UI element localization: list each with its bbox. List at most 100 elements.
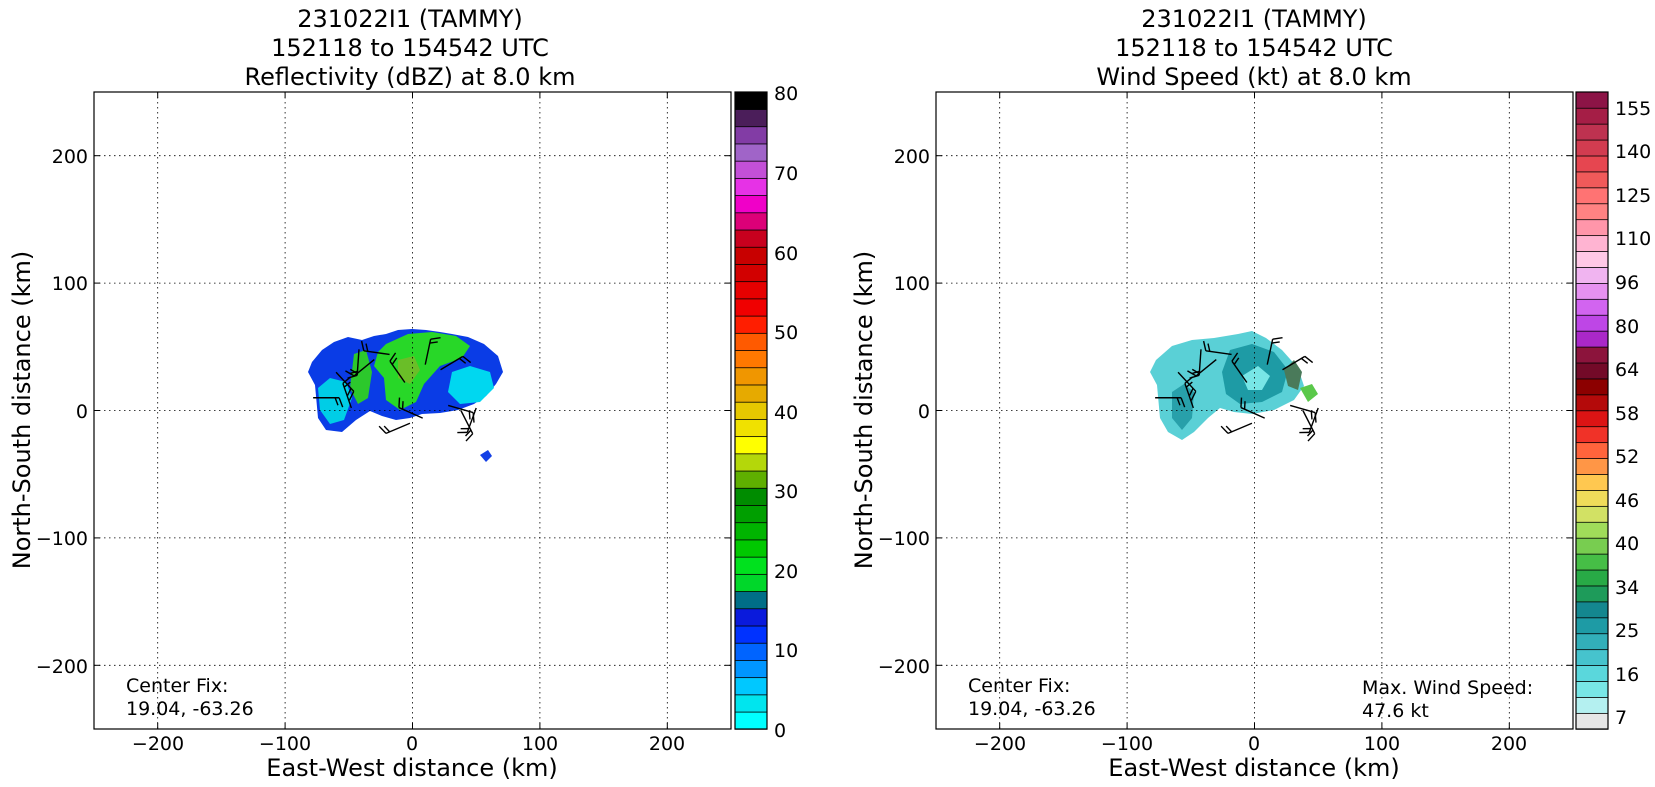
y-tick-label: −100 xyxy=(878,528,930,550)
wind-barb-flag xyxy=(365,343,369,352)
colorbar-frame xyxy=(734,91,768,730)
wind-barb-flag xyxy=(458,357,467,364)
panel-title-line-1: 231022I1 (TAMMY) xyxy=(297,5,523,33)
colorbar-segment xyxy=(734,573,768,592)
colorbar-tick-label: 25 xyxy=(1615,620,1639,642)
wind-barb-flag xyxy=(1271,341,1280,344)
echo-region-weak xyxy=(448,366,494,404)
grid xyxy=(94,92,731,729)
field-group xyxy=(1150,331,1318,440)
colorbar-segment xyxy=(734,590,768,610)
wind-barb-flag xyxy=(1233,357,1240,365)
colorbar-segment xyxy=(1575,155,1609,173)
colorbar-segment xyxy=(734,556,768,575)
panel-title-line-3: Reflectivity (dBZ) at 8.0 km xyxy=(245,63,576,91)
x-tick-label: 200 xyxy=(649,733,685,755)
colorbar-segment xyxy=(1575,314,1609,332)
x-tick-label: −200 xyxy=(132,733,184,755)
y-tick-label: −100 xyxy=(36,528,88,550)
wind-barb-shaft xyxy=(1231,360,1248,383)
colorbar-segment xyxy=(1575,203,1609,221)
wind-barb-flag xyxy=(360,340,365,351)
colorbar-segment xyxy=(734,349,768,369)
axis-ticks xyxy=(94,92,731,729)
colorbar-segment xyxy=(1575,569,1609,587)
field-group xyxy=(308,329,503,462)
colorbar-segment xyxy=(1575,648,1609,667)
colorbar-tick-label: 96 xyxy=(1615,272,1639,294)
x-tick-label: 0 xyxy=(406,733,418,755)
colorbar-segment xyxy=(1575,601,1609,619)
x-tick-label: 200 xyxy=(1491,733,1527,755)
colorbar-segment xyxy=(734,91,768,110)
max-wind-label: Max. Wind Speed: xyxy=(1362,677,1533,699)
colorbar-segment xyxy=(734,108,768,128)
colorbar-segment xyxy=(734,263,768,283)
y-tick-label: 100 xyxy=(52,273,88,295)
colorbar-segment xyxy=(734,401,768,420)
wind-barb-flag xyxy=(1191,370,1200,375)
colorbar-segment xyxy=(734,246,768,265)
colorbar-tick-label: 125 xyxy=(1615,185,1651,207)
wind-barb-flag xyxy=(1307,433,1316,442)
colorbar-segment xyxy=(1575,441,1609,459)
wind-barb-shaft xyxy=(1205,350,1232,356)
colorbar-tick-label: 46 xyxy=(1615,490,1639,512)
reflectivity-panel: 231022I1 (TAMMY) 152118 to 154542 UTC Re… xyxy=(8,5,798,782)
colorbar-frame xyxy=(1575,91,1609,730)
colorbar-segment xyxy=(1575,712,1609,730)
colorbar-tick-labels: 80 70 60 50 40 30 20 10 0 xyxy=(774,83,798,742)
colorbar-tick-label: 60 xyxy=(774,243,798,265)
wind-barb-flag xyxy=(1191,368,1200,374)
colorbar-segment xyxy=(734,332,768,351)
panel-title-line-3: Wind Speed (kt) at 8.0 km xyxy=(1096,63,1411,91)
colorbar-tick-label: 20 xyxy=(774,561,798,583)
x-axis-label: East-West distance (km) xyxy=(266,754,557,782)
wind-barb-flag xyxy=(1202,340,1207,351)
wind-barb-shaft xyxy=(353,358,375,377)
wind-barb-flag xyxy=(338,397,344,408)
windspeed-panel: 231022I1 (TAMMY) 152118 to 154542 UTC Wi… xyxy=(850,5,1651,782)
y-tick-label: 100 xyxy=(894,273,930,295)
colorbar-segment xyxy=(1575,553,1609,571)
wind-barb-flag xyxy=(389,352,397,362)
colorbar-segment xyxy=(1575,250,1609,268)
colorbar-segment xyxy=(734,676,768,696)
colorbar-segment xyxy=(1575,187,1609,205)
colorbar-segment xyxy=(734,143,768,162)
colorbar-tick-label: 16 xyxy=(1615,664,1639,686)
wind-barb-flag xyxy=(348,390,355,401)
wind-barb-flag xyxy=(346,388,352,396)
colorbar-segment xyxy=(1575,473,1609,491)
colorbar-segment xyxy=(1575,489,1609,507)
axis-ticks xyxy=(936,92,1573,729)
colorbar-segment xyxy=(1575,680,1609,698)
center-fix-label: Center Fix: xyxy=(968,675,1070,697)
colorbar-tick-label: 80 xyxy=(1615,316,1639,338)
wind-barb-shaft xyxy=(1227,422,1253,435)
wind-barb-shaft xyxy=(424,339,432,365)
colorbar-segment xyxy=(734,694,768,713)
colorbar-segment xyxy=(1575,282,1609,300)
wind-barb-flag xyxy=(378,425,387,434)
wind-barb-shaft xyxy=(460,410,474,434)
colorbar-segment xyxy=(734,229,768,248)
y-axis-label: North-South distance (km) xyxy=(8,251,36,570)
echo-region-isolated xyxy=(480,450,492,462)
colorbar-segment xyxy=(734,642,768,661)
center-fix-value: 19.04, -63.26 xyxy=(968,698,1096,720)
wind-barb-flag xyxy=(1185,381,1193,388)
wind-barb-flag xyxy=(343,381,351,388)
colorbar-tick-label: 140 xyxy=(1615,141,1651,163)
colorbar-segment xyxy=(734,384,768,403)
max-wind-value: 47.6 kt xyxy=(1362,700,1429,722)
x-tick-label: −100 xyxy=(1101,733,1153,755)
colorbar-tick-label: 80 xyxy=(774,83,798,105)
wind-barb-shaft xyxy=(1195,358,1217,377)
center-fix-label: Center Fix: xyxy=(126,675,228,697)
colorbar-segment xyxy=(1575,617,1609,635)
center-fix-value: 19.04, -63.26 xyxy=(126,698,254,720)
y-axis-label: North-South distance (km) xyxy=(850,251,878,570)
wind-barb-flag xyxy=(349,370,358,375)
colorbar-segment xyxy=(1575,505,1609,523)
